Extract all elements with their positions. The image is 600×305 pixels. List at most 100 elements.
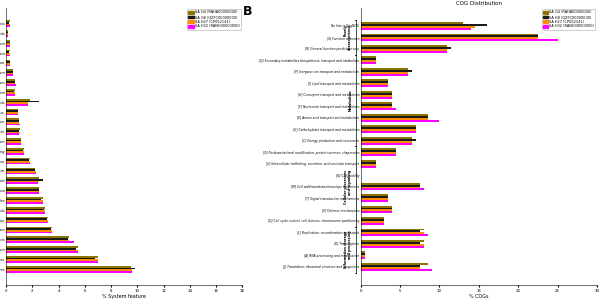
- Bar: [361, 228, 424, 231]
- Bar: [361, 160, 376, 162]
- Bar: [6, 23, 10, 25]
- Bar: [361, 51, 447, 53]
- Bar: [361, 129, 416, 131]
- Bar: [361, 95, 392, 97]
- Bar: [6, 259, 98, 261]
- Bar: [6, 212, 46, 214]
- Bar: [361, 116, 428, 118]
- Bar: [6, 65, 10, 66]
- Bar: [361, 131, 416, 133]
- Bar: [6, 45, 10, 47]
- Bar: [361, 257, 365, 259]
- Bar: [6, 102, 28, 104]
- Bar: [361, 56, 376, 59]
- Bar: [6, 51, 8, 53]
- Bar: [6, 55, 10, 56]
- Bar: [361, 72, 408, 74]
- Bar: [6, 163, 29, 164]
- Bar: [361, 93, 392, 95]
- Bar: [361, 83, 388, 85]
- Bar: [6, 140, 22, 142]
- Bar: [361, 211, 392, 213]
- Bar: [6, 248, 76, 249]
- Bar: [6, 84, 16, 86]
- Bar: [6, 112, 17, 114]
- Bar: [361, 207, 392, 210]
- Bar: [6, 181, 39, 182]
- Bar: [6, 40, 10, 41]
- Bar: [361, 263, 428, 265]
- Bar: [361, 60, 376, 62]
- Bar: [361, 106, 392, 108]
- Bar: [361, 163, 376, 166]
- Bar: [361, 206, 392, 207]
- Bar: [361, 269, 431, 271]
- Bar: [6, 209, 44, 210]
- Bar: [361, 22, 463, 24]
- Bar: [6, 249, 78, 251]
- Bar: [361, 118, 428, 120]
- Bar: [361, 183, 420, 185]
- Bar: [361, 242, 420, 244]
- Bar: [361, 154, 396, 156]
- Bar: [6, 182, 38, 184]
- Bar: [361, 253, 365, 255]
- Bar: [6, 153, 25, 155]
- Bar: [6, 228, 50, 230]
- Bar: [361, 114, 428, 116]
- Bar: [6, 53, 10, 55]
- Text: B: B: [242, 5, 252, 18]
- Bar: [6, 94, 15, 96]
- Bar: [6, 160, 29, 161]
- Bar: [6, 50, 10, 51]
- Bar: [6, 83, 15, 84]
- Bar: [361, 244, 424, 246]
- Bar: [6, 200, 43, 202]
- Bar: [6, 197, 43, 199]
- Bar: [361, 196, 388, 198]
- Bar: [361, 47, 451, 49]
- Bar: [6, 43, 10, 45]
- Bar: [361, 127, 416, 129]
- Bar: [361, 68, 408, 70]
- Bar: [6, 133, 19, 135]
- Bar: [361, 38, 538, 39]
- Bar: [361, 137, 412, 139]
- Bar: [361, 200, 388, 202]
- Bar: [6, 191, 39, 192]
- Bar: [361, 79, 388, 81]
- Bar: [6, 256, 98, 258]
- Bar: [6, 109, 17, 110]
- Bar: [361, 28, 471, 30]
- Bar: [6, 32, 8, 34]
- Bar: [6, 120, 19, 122]
- Bar: [6, 71, 13, 73]
- Bar: [361, 251, 365, 253]
- Bar: [6, 114, 17, 115]
- Bar: [6, 119, 19, 120]
- Bar: [361, 139, 416, 141]
- Bar: [6, 128, 20, 130]
- Bar: [361, 232, 424, 234]
- Bar: [6, 227, 52, 228]
- Bar: [6, 79, 15, 81]
- Bar: [361, 166, 376, 167]
- Bar: [361, 49, 447, 51]
- Bar: [361, 104, 392, 106]
- Text: Poorly
characterized: Poorly characterized: [344, 25, 352, 50]
- Bar: [361, 141, 412, 143]
- Bar: [361, 85, 388, 87]
- Bar: [6, 171, 36, 173]
- Bar: [361, 246, 424, 248]
- Bar: [6, 150, 23, 151]
- Bar: [6, 230, 52, 231]
- Bar: [361, 45, 447, 47]
- Bar: [6, 89, 15, 91]
- X-axis label: % COGs: % COGs: [469, 294, 488, 299]
- Bar: [6, 173, 36, 174]
- Bar: [6, 91, 14, 92]
- Bar: [361, 265, 420, 267]
- Bar: [361, 81, 388, 83]
- Bar: [6, 143, 22, 145]
- Bar: [361, 210, 392, 211]
